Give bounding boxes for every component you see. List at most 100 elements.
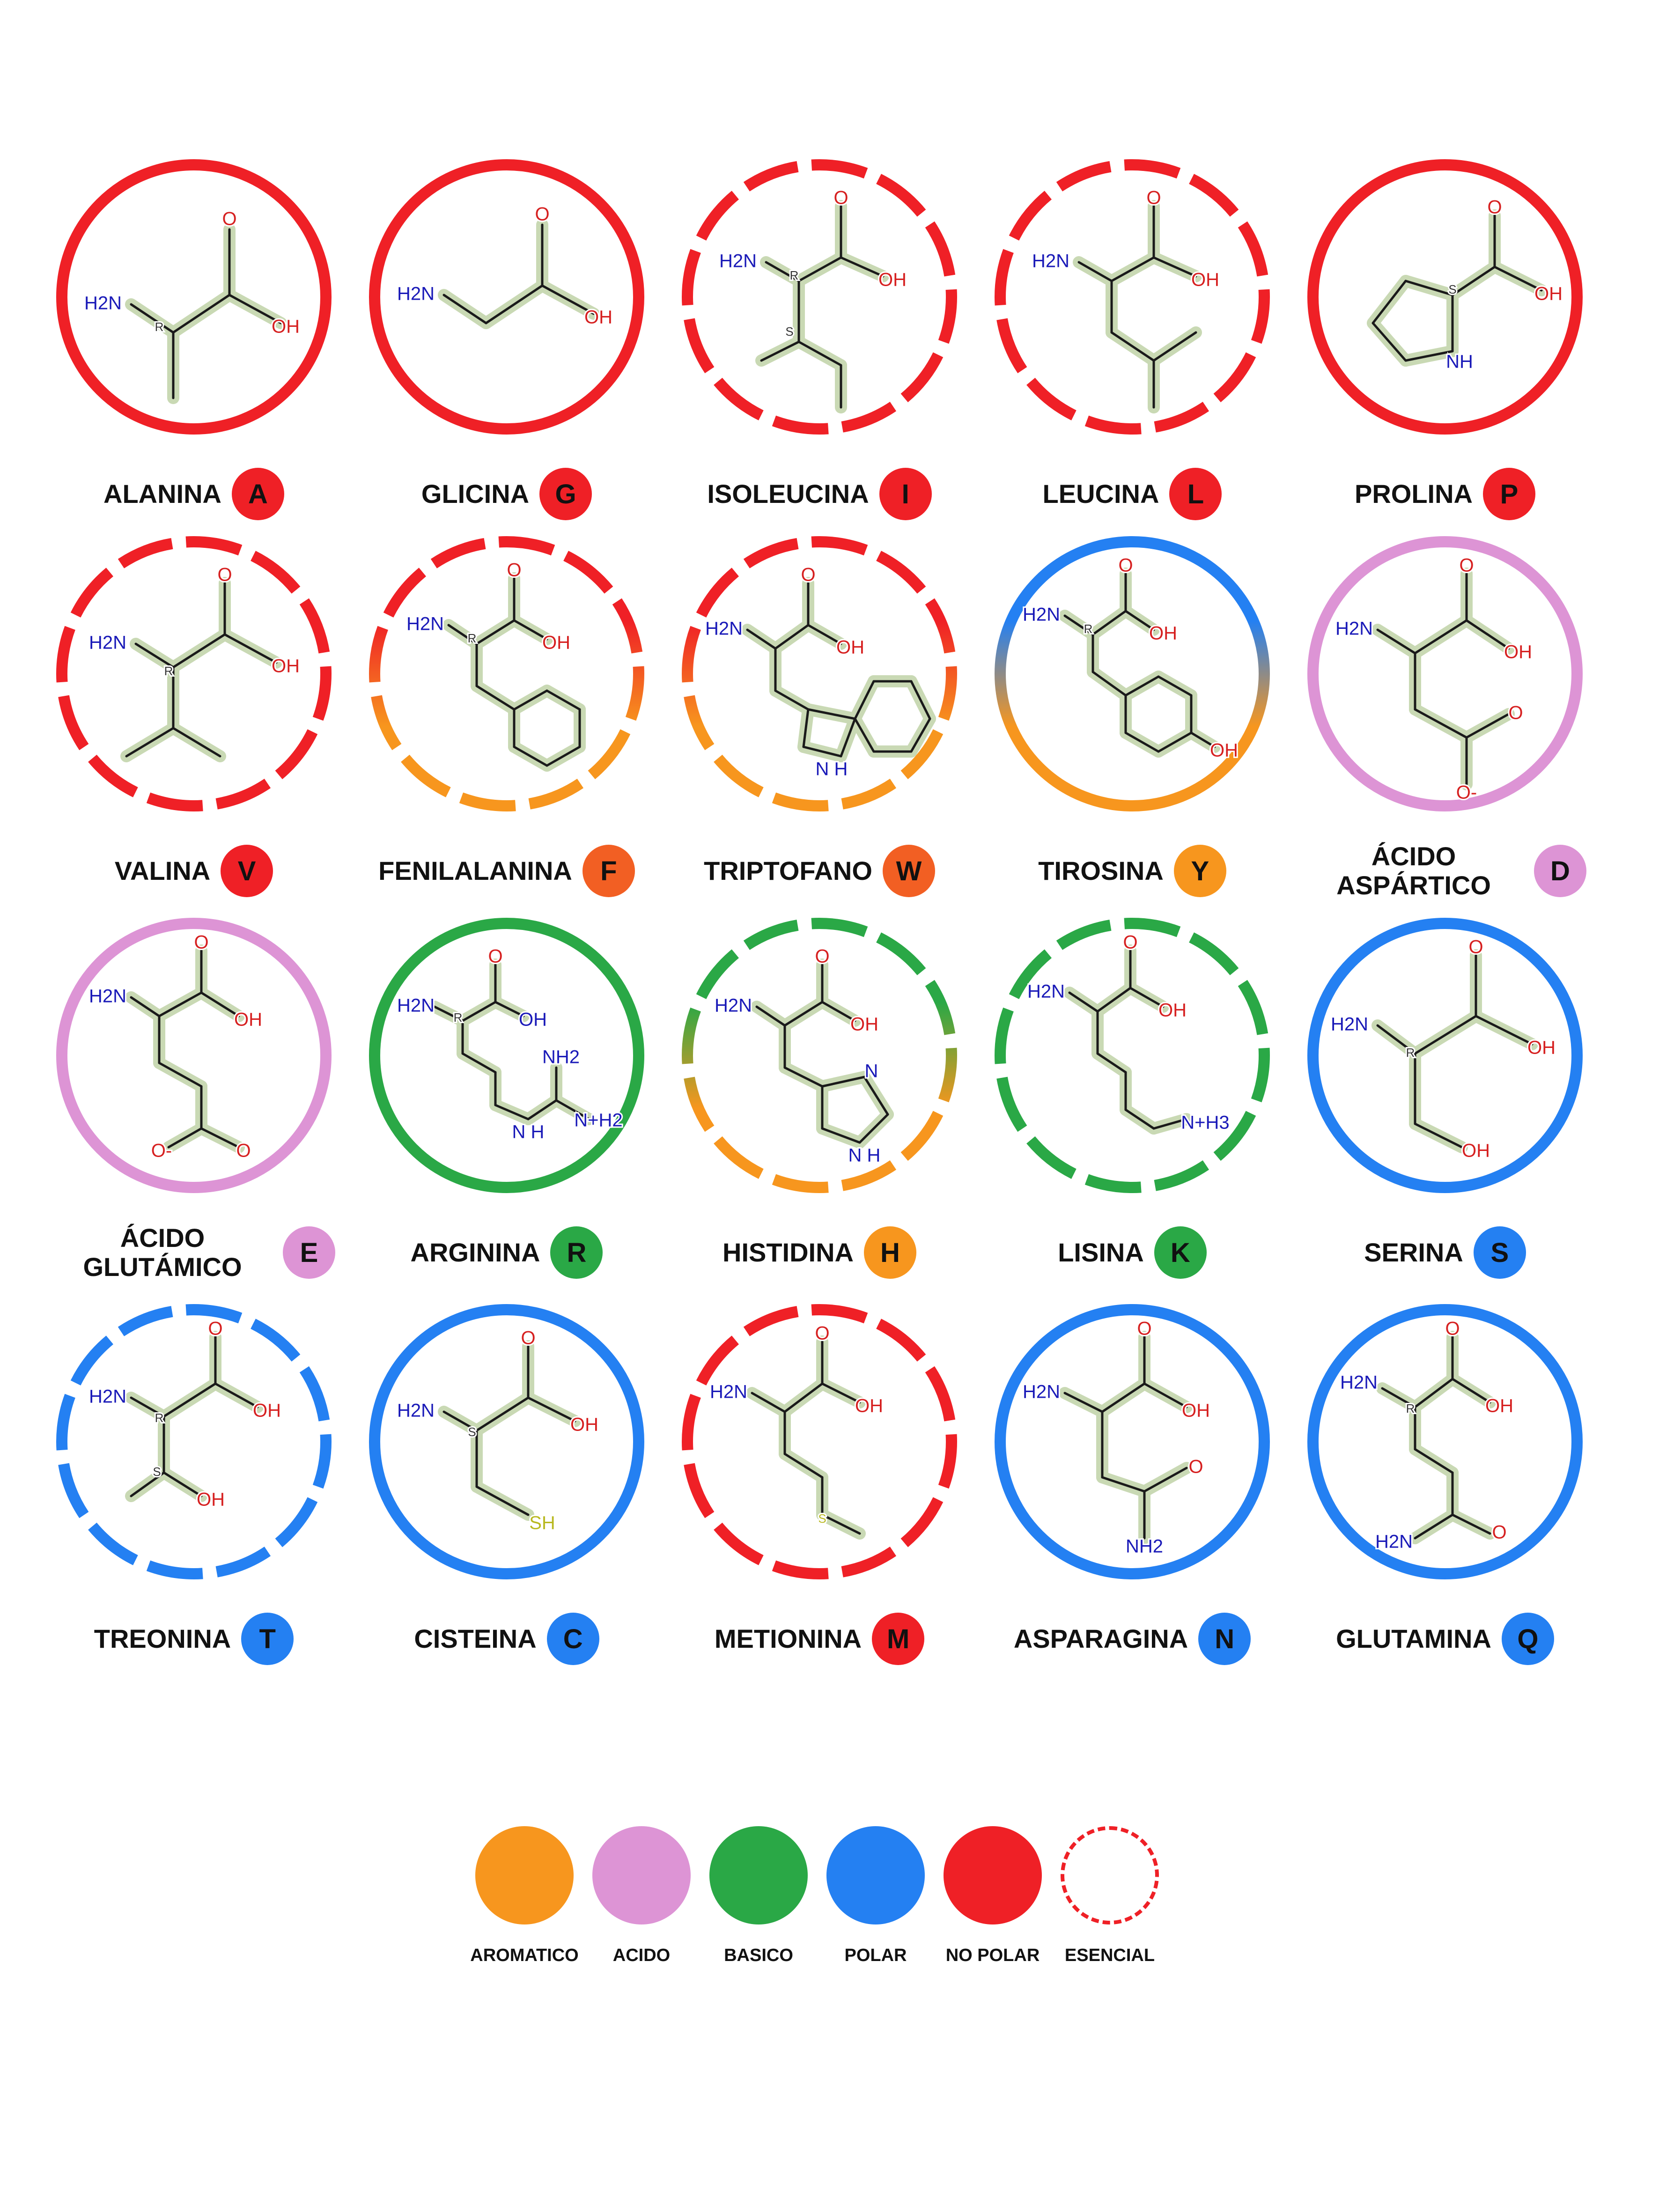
bond	[751, 1392, 786, 1413]
bond	[1376, 1024, 1416, 1055]
amino-acid-label-row: ÁCIDO ASPÁRTICO D	[1279, 836, 1611, 906]
structure-ring: H2N R O OH OH	[995, 536, 1270, 811]
bond	[162, 1471, 203, 1497]
atom-label: O	[1508, 703, 1523, 723]
atom-label: H2N	[406, 614, 444, 634]
bond	[760, 340, 800, 362]
bond	[746, 628, 777, 650]
molecule-structure: H2N R O OH OH	[1021, 554, 1239, 762]
bond	[513, 689, 548, 711]
atom-label: H2N	[715, 995, 752, 1016]
atom-label: OH	[1210, 740, 1238, 761]
molecule-structure: H2N R S O OH OH	[88, 1317, 282, 1512]
letter-badge: I	[879, 468, 932, 520]
atom-label: H2N	[705, 619, 743, 639]
atom-label: O	[217, 565, 232, 585]
amino-acid-name: TIROSINA	[1038, 856, 1164, 885]
letter-badge: H	[864, 1226, 916, 1279]
letter-badge: S	[1473, 1226, 1526, 1279]
bond	[1124, 675, 1160, 697]
legend-label: AROMATICO	[470, 1946, 579, 1965]
atom-label: R	[1406, 1401, 1415, 1416]
bond	[1376, 628, 1416, 655]
atom-label: H2N	[397, 284, 435, 304]
atom-label: R	[468, 631, 477, 645]
bond	[494, 1001, 525, 1018]
bond	[223, 633, 278, 664]
amino-acid-card-n: H2N O OH O NH2 ASPARAGINA N	[966, 1299, 1298, 1683]
essential-dashed-ring	[369, 536, 644, 811]
atom-label: H2N	[1027, 981, 1065, 1002]
amino-acid-label-row: LEUCINA L	[966, 459, 1298, 529]
atom-label: OH	[1485, 1396, 1513, 1416]
atom-label: N+H2	[574, 1110, 622, 1131]
letter-badge: M	[872, 1613, 925, 1665]
amino-acid-name: ASPARAGINA	[1013, 1624, 1188, 1653]
amino-acid-name: TRIPTOFANO	[704, 856, 872, 885]
amino-acid-card-d: H2N O OH O O- ÁCIDO ASPÁRTICO D	[1279, 531, 1611, 915]
amino-acid-label-row: ASPARAGINA N	[966, 1604, 1298, 1674]
bond	[1414, 1378, 1454, 1408]
bond	[840, 717, 856, 758]
bond	[1143, 1382, 1188, 1408]
structure-ring: H2N O OH N N H	[682, 918, 957, 1193]
amino-acid-card-k: H2N O OH N+H3 LISINA K	[966, 913, 1298, 1297]
molecule-structure: H2N O OH S	[708, 1322, 885, 1540]
bond	[1101, 1476, 1146, 1493]
bond	[158, 991, 203, 1018]
bond	[807, 708, 856, 720]
amino-acid-label-row: METIONINA M	[654, 1604, 985, 1674]
bond	[797, 340, 842, 367]
atom-label: O	[833, 188, 848, 208]
atom-label: O	[1445, 1319, 1460, 1339]
atom-label: O	[815, 1323, 829, 1344]
bond	[1157, 675, 1193, 697]
letter-badge: L	[1169, 468, 1222, 520]
bond	[765, 261, 800, 282]
atom-label: O	[208, 1319, 222, 1339]
legend-swatch	[1061, 1826, 1159, 1924]
structure-ring: H2N R O OH	[56, 159, 332, 435]
legend-label: POLAR	[844, 1946, 907, 1965]
structure-ring: H2N R O OH	[369, 536, 644, 811]
amino-acid-grid: H2N R O OH ALANINA A H2N O OH GLICINA G H2N R S O OH ISO…	[28, 155, 1611, 1683]
category-ring	[369, 918, 644, 1193]
legend-swatch	[475, 1826, 574, 1924]
category-ring	[1307, 536, 1583, 811]
legend-item-basico: BASICO	[702, 1826, 815, 1976]
bond	[130, 996, 161, 1018]
structure-ring: H2N R O OH OH	[1307, 918, 1583, 1193]
atom-label: H2N	[89, 986, 126, 1007]
atom-label: S	[468, 1425, 476, 1439]
atom-label: R	[1406, 1046, 1415, 1060]
essential-dashed-ring	[56, 536, 332, 811]
molecule-structure: H2N O OH N+H3	[1026, 931, 1231, 1135]
atom-label: O	[1146, 188, 1161, 208]
amino-acid-card-l: H2N O OH LEUCINA L	[966, 155, 1298, 538]
bond	[1110, 331, 1155, 362]
amino-acid-label-row: SERINA S	[1279, 1217, 1611, 1288]
essential-dashed-ring	[56, 1304, 332, 1579]
molecule-structure: H2N O OH O O-	[1334, 554, 1534, 804]
legend-label: NO POLAR	[945, 1946, 1040, 1965]
structure-ring: H2N O OH N+H3	[995, 918, 1270, 1193]
amino-acid-card-s: H2N R O OH OH SERINA S	[1279, 913, 1611, 1297]
bond	[1124, 1108, 1155, 1130]
bond	[442, 294, 487, 324]
letter-badge: T	[241, 1613, 294, 1665]
amino-acid-name: FENILALANINA	[378, 856, 572, 885]
atom-label: OH	[1462, 1141, 1490, 1161]
bond	[546, 689, 581, 711]
structure-ring: H2N R O OH H2N O	[1307, 1304, 1583, 1579]
bond	[228, 294, 282, 324]
amino-acid-card-g: H2N O OH GLICINA G	[341, 155, 672, 538]
structure-ring: H2N O OH S	[682, 1304, 957, 1579]
structure-ring: H2N O OH O NH2	[995, 1304, 1270, 1579]
bond	[1451, 265, 1496, 296]
amino-acid-label-row: TIROSINA Y	[966, 836, 1298, 906]
bond	[1451, 1513, 1491, 1535]
molecule-structure: H2N O OH N H	[704, 563, 936, 781]
amino-acid-card-e: H2N O OH O- O ÁCIDO GLUTÁMICO E	[28, 913, 360, 1297]
atom-label: H2N	[89, 633, 126, 653]
legend-item-esencial: ESENCIAL	[1054, 1826, 1166, 1976]
